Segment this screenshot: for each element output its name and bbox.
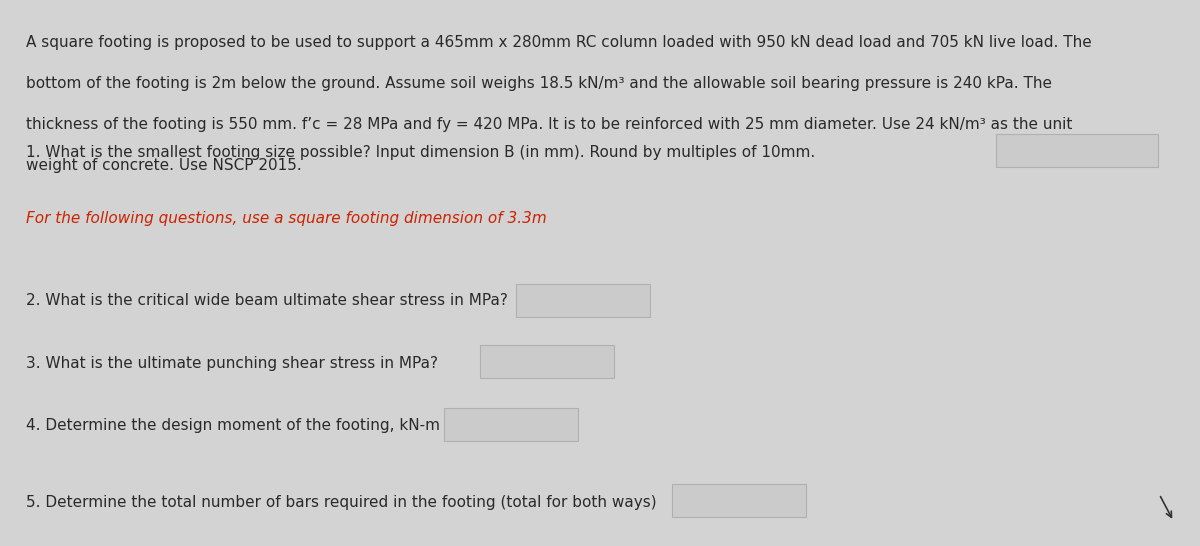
FancyBboxPatch shape <box>444 408 578 441</box>
Text: 2. What is the critical wide beam ultimate shear stress in MPa?: 2. What is the critical wide beam ultima… <box>26 293 509 308</box>
FancyBboxPatch shape <box>996 134 1158 167</box>
FancyBboxPatch shape <box>516 284 650 317</box>
Text: weight of concrete. Use NSCP 2015.: weight of concrete. Use NSCP 2015. <box>26 158 302 173</box>
Text: thickness of the footing is 550 mm. f’c = 28 MPa and fy = 420 MPa. It is to be r: thickness of the footing is 550 mm. f’c … <box>26 117 1073 132</box>
Text: For the following questions, use a square footing dimension of 3.3m: For the following questions, use a squar… <box>26 211 547 226</box>
FancyBboxPatch shape <box>672 484 806 517</box>
Text: bottom of the footing is 2m below the ground. Assume soil weighs 18.5 kN/m³ and : bottom of the footing is 2m below the gr… <box>26 76 1052 91</box>
FancyBboxPatch shape <box>480 345 614 378</box>
Text: 1. What is the smallest footing size possible? Input dimension B (in mm). Round : 1. What is the smallest footing size pos… <box>26 145 816 161</box>
Text: 3. What is the ultimate punching shear stress in MPa?: 3. What is the ultimate punching shear s… <box>26 355 438 371</box>
Text: 5. Determine the total number of bars required in the footing (total for both wa: 5. Determine the total number of bars re… <box>26 495 658 510</box>
Text: A square footing is proposed to be used to support a 465mm x 280mm RC column loa: A square footing is proposed to be used … <box>26 35 1092 50</box>
Text: 4. Determine the design moment of the footing, kN-m: 4. Determine the design moment of the fo… <box>26 418 440 434</box>
